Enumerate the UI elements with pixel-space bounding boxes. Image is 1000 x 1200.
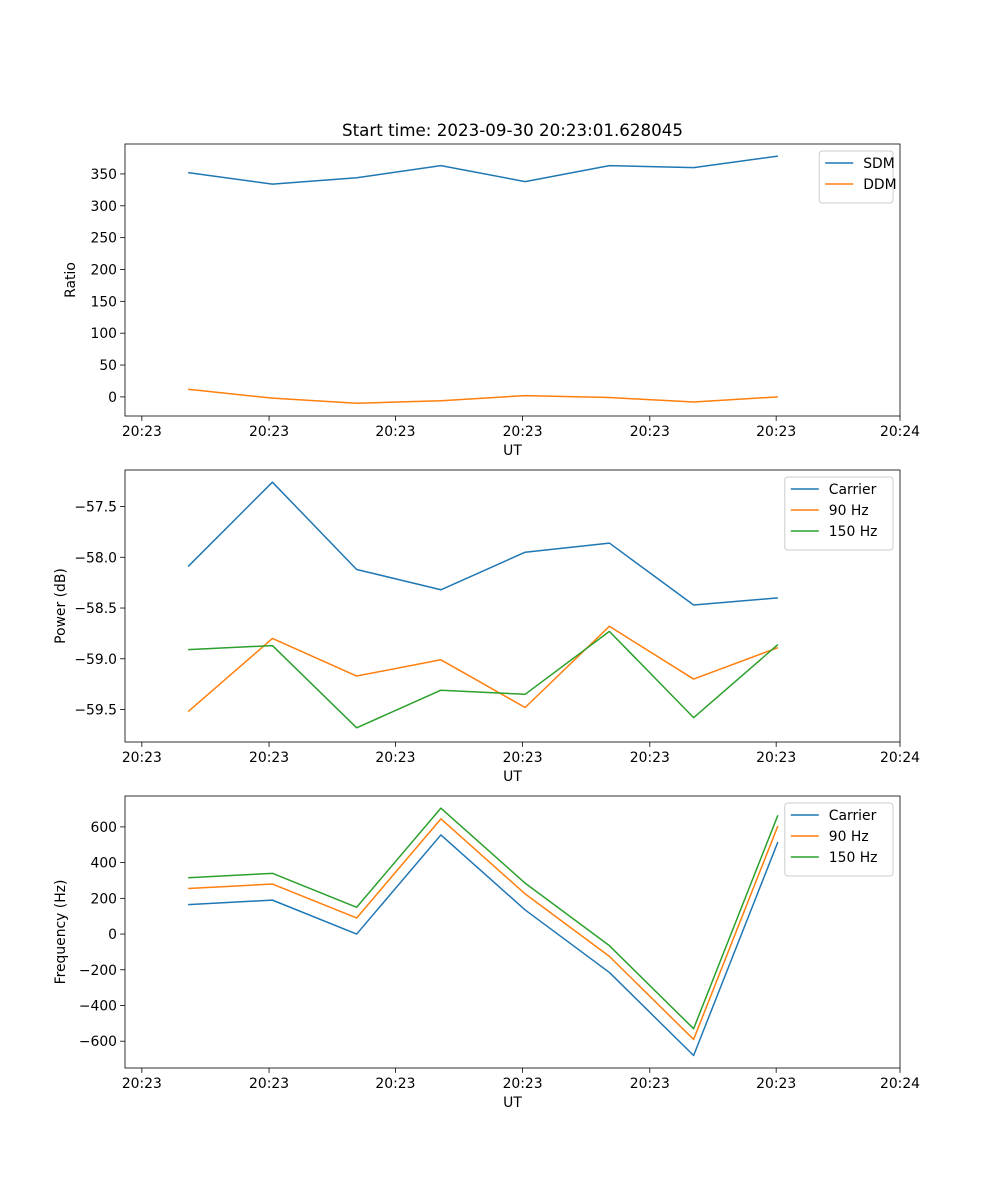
x-tick-label: 20:23 [249,750,289,766]
x-tick-label: 20:23 [122,1076,162,1092]
y-tick-label: −200 [79,963,117,979]
series-line-150-hz [188,807,779,1030]
y-tick-label: 400 [90,856,117,872]
y-tick-label: −58.5 [74,601,117,617]
chart-panel-2: 20:23 20:23 20:23 20:23 20:23 20:23 20:24 −59.5… [53,469,920,785]
legend-label: 90 Hz [829,829,869,845]
x-tick-label: 20:23 [630,1076,670,1092]
x-tick-label: 20:23 [503,424,543,440]
legend-label: Carrier [829,808,877,824]
x-tick-label: 20:23 [122,750,162,766]
legend-label: DDM [863,177,896,193]
x-tick-label: 20:23 [375,424,415,440]
x-tick-label: 20:23 [756,424,796,440]
y-tick-label: 0 [108,390,117,406]
x-tick-label: 20:24 [880,424,920,440]
legend: Carrier 90 Hz 150 Hz [784,476,894,551]
y-tick-label: −400 [79,998,117,1014]
y-tick-label: −58.0 [74,550,117,566]
x-tick-label: 20:23 [375,750,415,766]
y-tick-label: 250 [90,231,117,247]
chart-panel-1: 20:23 20:23 20:23 20:23 20:23 20:23 20:24 0 50 10… [63,143,920,459]
legend-box [818,150,894,204]
x-tick-label: 20:23 [503,1076,543,1092]
x-axis-label: UT [503,769,522,785]
y-tick-label: 350 [90,167,117,183]
series-line-carrier [187,481,778,606]
series-line-sdm [188,155,778,185]
x-tick-label: 20:23 [756,1076,796,1092]
x-tick-label: 20:23 [375,1076,415,1092]
y-axis-label: Frequency (Hz) [53,880,69,985]
y-tick-label: −59.5 [74,703,117,719]
series-line-ddm [188,388,778,405]
x-tick-label: 20:23 [756,750,796,766]
x-tick-label: 20:24 [880,750,920,766]
x-tick-label: 20:23 [503,750,543,766]
x-tick-label: 20:23 [630,424,670,440]
y-tick-label: 300 [90,199,117,215]
y-tick-label: 0 [108,927,117,943]
series-line-90-hz [188,818,779,1041]
x-tick-label: 20:23 [630,750,670,766]
plot-frame [124,795,901,1069]
y-tick-label: −59.0 [74,652,117,668]
figure-title: Start time: 2023-09-30 20:23:01.628045 [342,120,683,140]
x-axis-label: UT [503,1095,522,1111]
legend-label: 150 Hz [829,524,878,540]
y-tick-label: 150 [90,294,117,310]
x-tick-label: 20:23 [249,424,289,440]
chart-panel-3: 20:23 20:23 20:23 20:23 20:23 20:23 20:24 −600 −… [53,795,920,1111]
x-tick-label: 20:23 [249,1076,289,1092]
legend: SDM DDM [818,150,897,204]
series-line-150-hz [188,630,779,729]
y-tick-label: 200 [90,262,117,278]
series-line-carrier [188,834,779,1057]
plot-frame [124,469,901,743]
x-axis-label: UT [503,443,522,459]
y-tick-label: 50 [99,358,117,374]
y-tick-label: −57.5 [74,500,117,516]
x-tick-label: 20:24 [880,1076,920,1092]
y-tick-label: 200 [90,891,117,907]
legend-label: Carrier [829,482,877,498]
y-tick-label: 100 [90,326,117,342]
x-tick-label: 20:23 [122,424,162,440]
y-axis-label: Ratio [63,262,79,298]
legend-label: SDM [863,156,895,172]
legend-label: 150 Hz [829,850,878,866]
legend-label: 90 Hz [829,503,869,519]
plot-frame [124,143,901,417]
y-axis-label: Power (dB) [53,568,69,644]
y-tick-label: 600 [90,820,117,836]
y-tick-label: −600 [79,1034,117,1050]
series-line-90-hz [187,625,779,713]
legend: Carrier 90 Hz 150 Hz [784,802,894,877]
